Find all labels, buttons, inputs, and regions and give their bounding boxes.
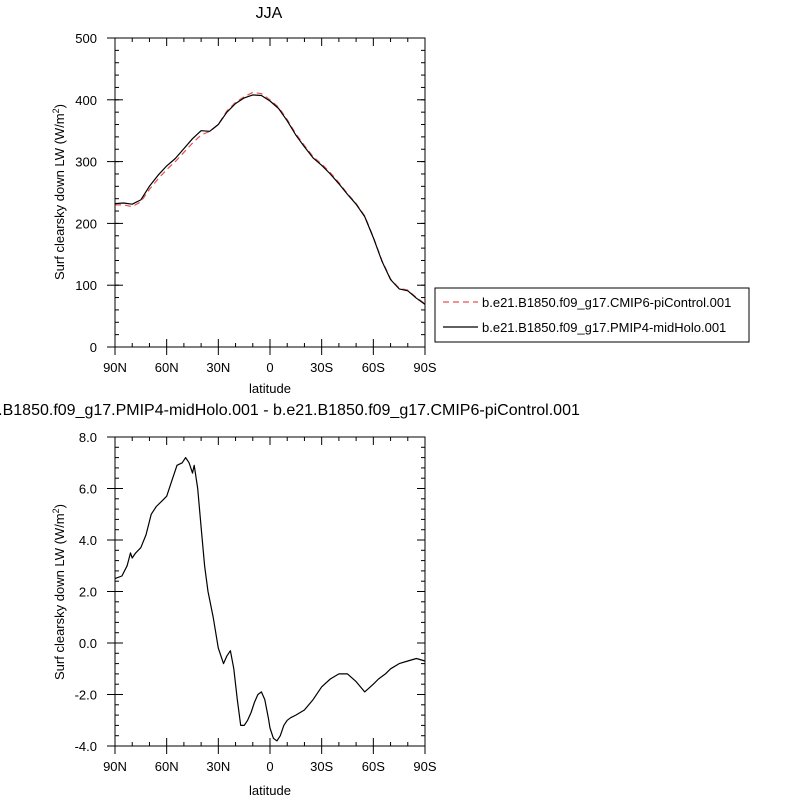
bottom-y-tick-label: 6.0 <box>79 482 97 497</box>
legend: b.e21.B1850.f09_g17.CMIP6-piControl.001 … <box>434 287 750 343</box>
top-x-axis-label: latitude <box>249 381 291 396</box>
bottom-y-tick-label: -2.0 <box>75 688 97 703</box>
top-y-tick-label: 400 <box>75 93 97 108</box>
bottom-y-axis-label: Surf clearsky down LW (W/m2) <box>51 504 67 680</box>
top-series-line-0 <box>115 91 426 305</box>
bottom-x-tick-label: 90N <box>103 759 127 774</box>
bottom-series-line-0 <box>114 457 426 742</box>
bottom-x-tick-label: 60S <box>362 759 385 774</box>
top-y-tick-label: 300 <box>75 155 97 170</box>
top-y-tick-label: 100 <box>75 278 97 293</box>
top-x-tick-label: 0 <box>266 360 273 375</box>
bottom-chart-title: b.e21.B1850.f09_g17.PMIP4-midHolo.001 - … <box>0 402 580 419</box>
bottom-y-tick-label: 4.0 <box>79 533 97 548</box>
top-x-tick-label: 30N <box>206 360 230 375</box>
top-y-tick-label: 0 <box>90 340 97 355</box>
bottom-panel: b.e21.B1850.f09_g17.PMIP4-midHolo.001 - … <box>0 402 580 798</box>
bottom-y-tick-label: 0.0 <box>79 636 97 651</box>
bottom-x-tick-label: 0 <box>266 759 273 774</box>
bottom-x-axis-label: latitude <box>249 783 291 798</box>
bottom-y-tick-label: 8.0 <box>79 430 97 445</box>
bottom-x-tick-label: 30S <box>310 759 333 774</box>
legend-label-midholo: b.e21.B1850.f09_g17.PMIP4-midHolo.001 <box>482 320 726 335</box>
top-y-tick-label: 500 <box>75 31 97 46</box>
legend-box <box>434 287 750 343</box>
bottom-y-tick-label: 2.0 <box>79 585 97 600</box>
bottom-x-tick-label: 90S <box>413 759 436 774</box>
bottom-x-tick-label: 30N <box>206 759 230 774</box>
top-x-tick-label: 90S <box>413 360 436 375</box>
top-chart-title: JJA <box>256 5 283 22</box>
top-x-tick-label: 60S <box>362 360 385 375</box>
top-x-tick-label: 30S <box>310 360 333 375</box>
legend-label-picontrol: b.e21.B1850.f09_g17.CMIP6-piControl.001 <box>482 295 731 310</box>
top-x-tick-label: 60N <box>155 360 179 375</box>
top-panel: JJA 90N 60N 30N 0 30S 60S 90S0100200300400500 … <box>51 5 750 396</box>
bottom-series-group <box>114 457 426 742</box>
bottom-plot-frame <box>114 436 426 747</box>
bottom-y-tick-label: -4.0 <box>75 739 97 754</box>
top-series-line-1 <box>114 94 426 305</box>
top-y-axis-label: Surf clearsky down LW (W/m2) <box>51 104 67 280</box>
top-y-tick-label: 200 <box>75 216 97 231</box>
top-x-tick-label: 90N <box>103 360 127 375</box>
bottom-x-tick-label: 60N <box>155 759 179 774</box>
top-plot-frame <box>114 37 426 348</box>
top-series-group <box>114 91 426 305</box>
